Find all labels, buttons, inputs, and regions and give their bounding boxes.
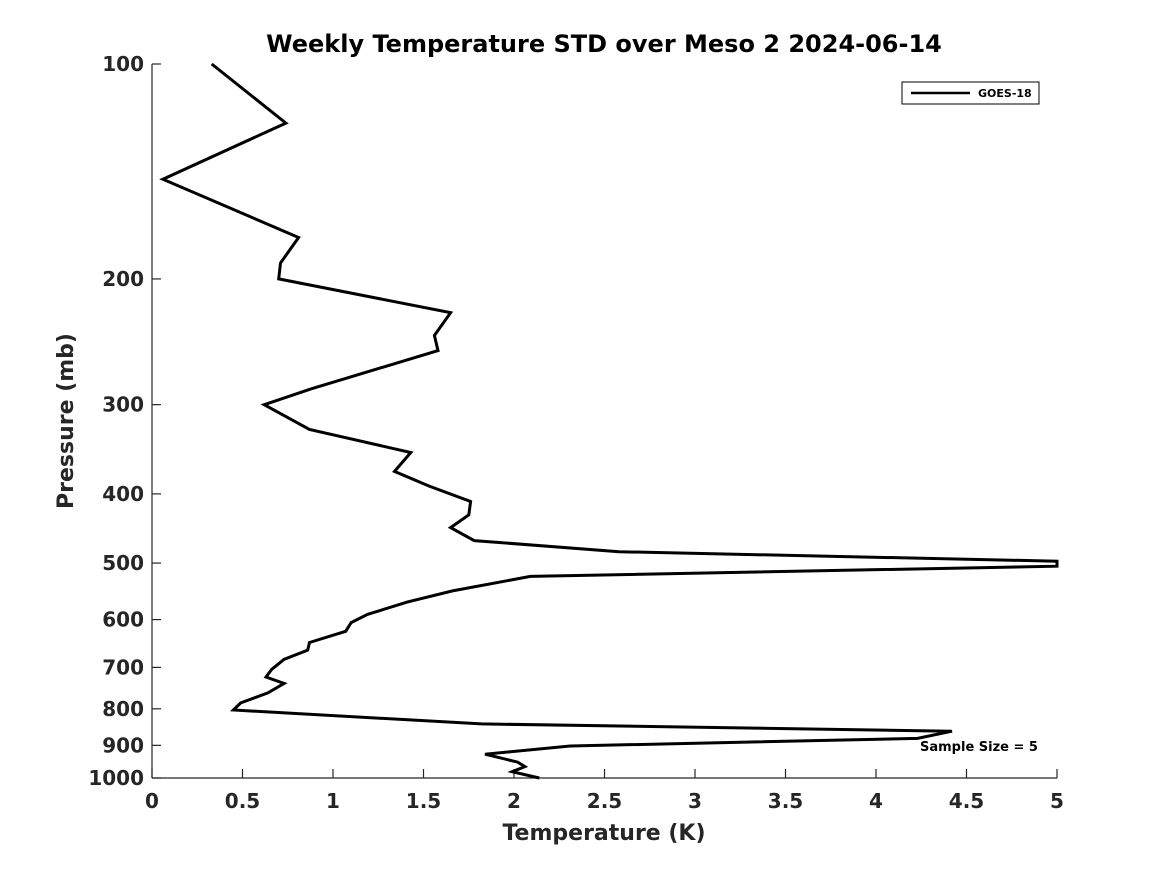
series-group <box>159 62 1059 780</box>
sample-size-annotation: Sample Size = 5 <box>920 740 1038 755</box>
x-tick-label: 2.5 <box>587 789 622 813</box>
y-tick-label: 600 <box>102 608 144 632</box>
y-tick-label: 900 <box>102 733 144 757</box>
x-tick-label: 2 <box>507 789 521 813</box>
y-tick-label: 700 <box>102 655 144 679</box>
x-tick-label: 1.5 <box>406 789 441 813</box>
x-tick-label: 4.5 <box>949 789 984 813</box>
x-tick-label: 0 <box>145 789 159 813</box>
x-tick-label: 4 <box>869 789 883 813</box>
series-line-goes-18 <box>159 62 1059 780</box>
x-tick-label: 3 <box>688 789 702 813</box>
y-tick-label: 200 <box>102 267 144 291</box>
y-axis-label: Pressure (mb) <box>54 333 79 509</box>
y-tick-label: 800 <box>102 697 144 721</box>
x-axis-label: Temperature (K) <box>502 821 705 846</box>
y-tick-label: 400 <box>102 482 144 506</box>
plot-area: 0 0.5 1 1.5 2 2.5 3 3.5 4 4.5 5 100 200 300 400 500 600… <box>88 52 1064 813</box>
y-tick-label: 300 <box>102 393 144 417</box>
x-tick-label: 1 <box>326 789 340 813</box>
x-tick-label: 5 <box>1050 789 1064 813</box>
x-tick-label: 0.5 <box>225 789 260 813</box>
y-axis-ticks: 100 200 300 400 500 600 700 800 900 1000 <box>88 52 161 790</box>
y-tick-label: 100 <box>102 52 144 76</box>
y-tick-label: 1000 <box>88 766 144 790</box>
chart-title: Weekly Temperature STD over Meso 2 2024-… <box>266 30 942 58</box>
legend-entry-goes-18: GOES-18 <box>978 87 1032 100</box>
legend: GOES-18 <box>901 81 1040 105</box>
legend-box <box>901 81 1040 105</box>
y-tick-label: 500 <box>102 551 144 575</box>
x-axis-ticks: 0 0.5 1 1.5 2 2.5 3 3.5 4 4.5 5 <box>145 769 1064 813</box>
x-tick-label: 3.5 <box>768 789 803 813</box>
